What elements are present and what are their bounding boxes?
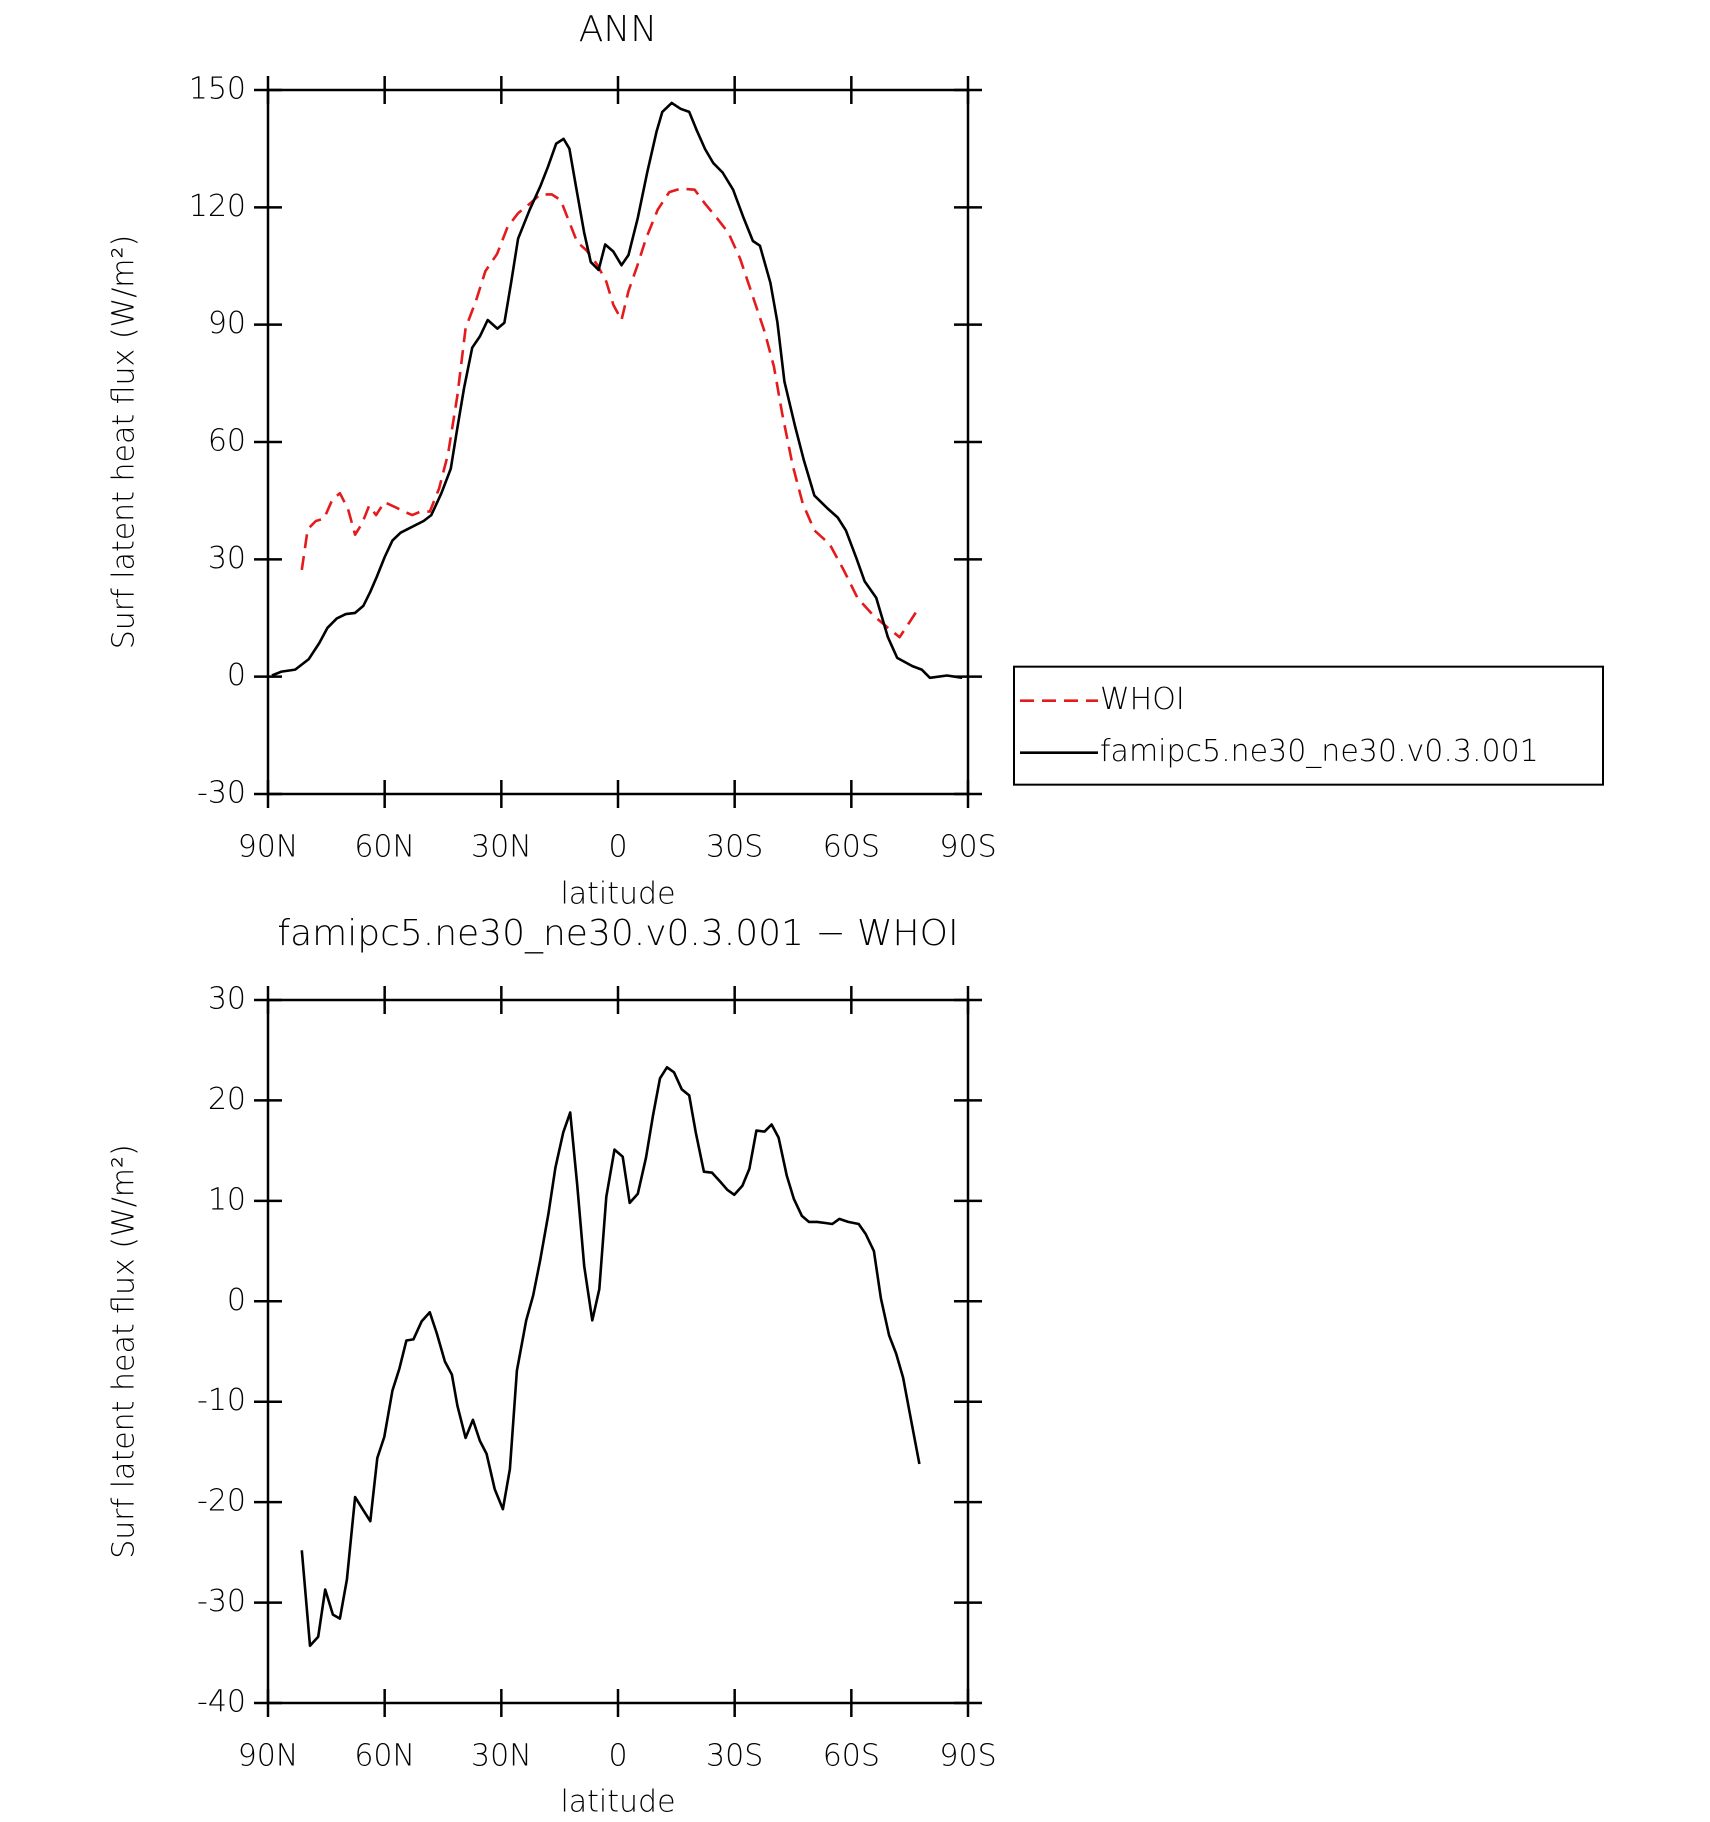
- chart-title: famipc5.ne30_ne30.v0.3.001 − WHOI: [277, 913, 958, 954]
- x-tick-label: 30S: [706, 830, 763, 865]
- y-tick-label: -30: [197, 776, 246, 811]
- x-axis-label: latitude: [560, 1785, 675, 1820]
- y-tick-label: 60: [208, 424, 246, 459]
- data-line: [271, 101, 963, 680]
- y-axis-label: Surf latent heat flux (W/m²): [107, 235, 142, 650]
- y-tick-label: -30: [197, 1584, 246, 1619]
- x-tick-label: 90S: [939, 1739, 996, 1774]
- legend-box: [1013, 665, 1604, 786]
- x-tick-label: 90S: [939, 830, 996, 865]
- x-tick-label: 30S: [706, 1739, 763, 1774]
- chart-title: ANN: [579, 9, 658, 50]
- y-tick-label: 20: [208, 1082, 246, 1117]
- x-tick-label: 30N: [471, 830, 532, 865]
- y-tick-label: -20: [197, 1484, 246, 1519]
- x-tick-label: 60S: [823, 830, 880, 865]
- y-tick-label: 30: [208, 541, 246, 576]
- data-line: [300, 1066, 921, 1648]
- y-axis-label: Surf latent heat flux (W/m²): [107, 1144, 142, 1559]
- plot-frame: [266, 88, 970, 796]
- x-tick-label: 0: [608, 830, 627, 865]
- y-tick-label: 0: [227, 658, 246, 693]
- x-tick-label: 60N: [354, 1739, 415, 1774]
- x-axis-label: latitude: [560, 877, 675, 912]
- y-tick-label: -10: [197, 1383, 246, 1418]
- legend-label: famipc5.ne30_ne30.v0.3.001: [1100, 734, 1539, 769]
- y-tick-label: -40: [197, 1685, 246, 1720]
- y-tick-label: 120: [189, 189, 246, 224]
- y-tick-label: 90: [208, 306, 246, 341]
- x-tick-label: 90N: [238, 1739, 299, 1774]
- y-tick-label: 0: [227, 1283, 246, 1318]
- legend-label: WHOI: [1100, 682, 1185, 717]
- x-tick-label: 30N: [471, 1739, 532, 1774]
- data-line: [300, 187, 921, 639]
- x-tick-label: 0: [608, 1739, 627, 1774]
- plot-frame: [266, 998, 970, 1705]
- y-tick-label: 150: [189, 72, 246, 107]
- y-tick-label: 30: [208, 982, 246, 1017]
- x-tick-label: 90N: [238, 830, 299, 865]
- x-tick-label: 60S: [823, 1739, 880, 1774]
- y-tick-label: 10: [208, 1182, 246, 1217]
- x-tick-label: 60N: [354, 830, 415, 865]
